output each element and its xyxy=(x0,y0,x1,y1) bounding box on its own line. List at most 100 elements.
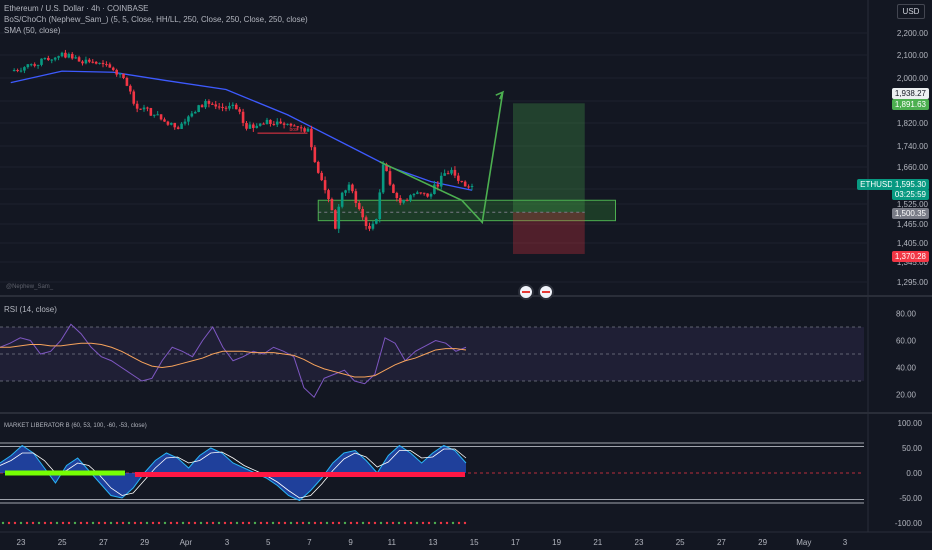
signal-dot xyxy=(457,521,461,525)
candle xyxy=(23,67,26,71)
candle xyxy=(422,192,426,194)
signal-dot xyxy=(391,521,395,525)
candle xyxy=(241,111,245,123)
candle xyxy=(446,173,450,175)
price-tick-label: 1,465.00 xyxy=(897,220,929,229)
candle xyxy=(152,114,156,116)
signal-dot xyxy=(397,521,401,525)
time-tick-label: 15 xyxy=(470,538,479,547)
candle xyxy=(460,180,464,182)
price-tick-label: 1,820.00 xyxy=(897,119,929,128)
time-tick-label: 23 xyxy=(635,538,644,547)
signal-dot xyxy=(403,521,407,525)
candle xyxy=(36,64,40,66)
signal-dot xyxy=(103,521,107,525)
candle xyxy=(57,56,60,58)
candle xyxy=(255,125,259,128)
signal-dot xyxy=(127,521,131,525)
candle xyxy=(217,106,221,108)
candle xyxy=(12,70,16,72)
candle xyxy=(122,73,125,78)
signal-dot xyxy=(217,521,221,525)
price-tick-label: 1,345.00 xyxy=(897,258,929,267)
symbol-tag-badge: ETHUSD xyxy=(857,179,896,190)
signal-dot xyxy=(253,521,257,525)
candle xyxy=(77,57,81,62)
projection-path xyxy=(379,92,504,225)
signal-dot xyxy=(199,521,203,525)
candle xyxy=(426,193,429,197)
candle xyxy=(105,64,108,66)
signal-dot xyxy=(283,521,287,525)
oscillator-legend[interactable]: MARKET LIBERATOR B (60, 53, 100, -60, -5… xyxy=(4,423,147,429)
signal-dot xyxy=(91,521,95,525)
rsi-tick-label: 80.00 xyxy=(896,310,917,319)
candle xyxy=(129,85,132,92)
money-flow-bear xyxy=(135,472,465,477)
signal-dot xyxy=(43,521,47,525)
stop-loss-badge: 1,370.28 xyxy=(891,251,929,262)
candle xyxy=(67,53,71,58)
candle xyxy=(293,125,296,127)
rsi-ma-line xyxy=(0,342,467,378)
signal-dot xyxy=(115,521,119,525)
signal-dot xyxy=(301,521,305,525)
candle xyxy=(405,199,409,201)
signal-dot xyxy=(235,521,239,525)
candle xyxy=(29,64,33,66)
candle xyxy=(204,101,207,108)
candle xyxy=(351,184,354,192)
economic-event-icon[interactable] xyxy=(538,284,554,300)
candle xyxy=(135,103,139,109)
signal-dot xyxy=(109,521,113,525)
candle xyxy=(463,181,467,187)
sma-indicator-legend[interactable]: SMA (50, close) xyxy=(4,26,61,35)
countdown-badge: 03:25:59 xyxy=(891,189,929,200)
candle xyxy=(197,105,200,112)
signal-dot xyxy=(55,521,59,525)
price-tick-label: 2,200.00 xyxy=(897,29,929,38)
candle xyxy=(279,121,282,124)
signal-dot xyxy=(277,521,281,525)
candle xyxy=(392,184,395,193)
rsi-tick-label: 40.00 xyxy=(896,364,917,373)
candle xyxy=(419,192,423,194)
candle xyxy=(337,206,341,229)
bos-indicator-legend[interactable]: BoS/ChoCh (Nephew_Sam_) (5, 5, Close, HH… xyxy=(4,15,308,24)
economic-event-icon[interactable] xyxy=(518,284,534,300)
rsi-tick-label: 20.00 xyxy=(896,391,917,400)
signal-dot xyxy=(121,521,125,525)
signal-dot xyxy=(355,521,359,525)
signal-dot xyxy=(49,521,53,525)
candle xyxy=(74,57,77,59)
signal-dot xyxy=(421,521,425,525)
bos-label: bos xyxy=(290,127,299,133)
candle xyxy=(429,194,433,197)
rsi-legend[interactable]: RSI (14, close) xyxy=(4,305,57,314)
signal-dot xyxy=(223,521,227,525)
candle xyxy=(412,193,416,196)
candle xyxy=(228,105,231,109)
candle xyxy=(81,61,84,64)
price-tick-label: 1,405.00 xyxy=(897,239,929,248)
candle xyxy=(118,73,122,75)
candle xyxy=(176,127,180,129)
candle xyxy=(344,190,347,193)
candle xyxy=(190,113,194,117)
currency-button[interactable]: USD xyxy=(897,4,925,19)
candle xyxy=(439,175,443,187)
candle xyxy=(388,171,392,185)
candle xyxy=(142,107,146,110)
signal-dot xyxy=(379,521,383,525)
signal-dot xyxy=(271,521,275,525)
candle xyxy=(221,106,224,108)
candle xyxy=(252,124,255,128)
signal-dot xyxy=(325,521,329,525)
signal-dot xyxy=(349,521,353,525)
candle xyxy=(361,209,364,218)
signal-dot xyxy=(19,521,23,525)
projection-arrowhead xyxy=(495,90,505,100)
price-tick-label: 1,740.00 xyxy=(897,142,929,151)
candle xyxy=(115,69,118,75)
